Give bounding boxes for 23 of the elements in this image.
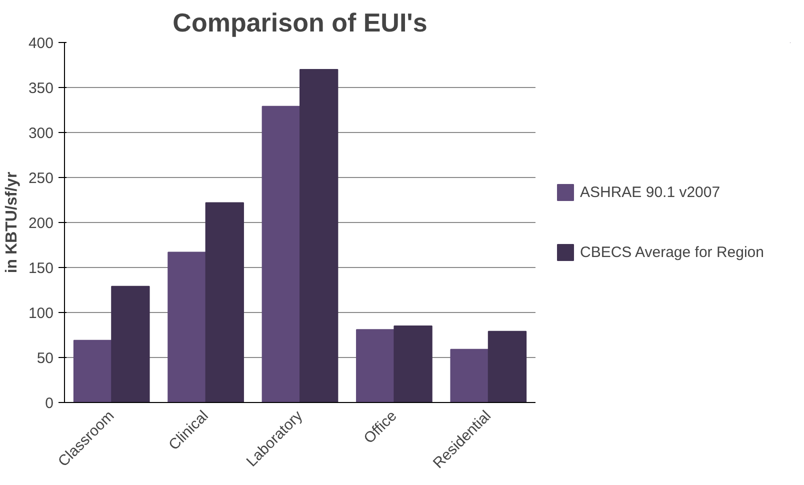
legend-label: CBECS Average for Region bbox=[580, 244, 764, 260]
y-tick-label: 300 bbox=[28, 125, 54, 142]
bar bbox=[488, 330, 527, 402]
bar bbox=[356, 329, 395, 402]
y-tick-label: 50 bbox=[36, 350, 54, 367]
y-tick-label: 0 bbox=[45, 395, 54, 412]
bar bbox=[73, 340, 112, 402]
y-tick-label: 150 bbox=[28, 260, 54, 277]
bar bbox=[450, 348, 489, 402]
y-tick-label: 200 bbox=[28, 215, 54, 232]
y-tick-label: 400 bbox=[28, 35, 54, 52]
y-tick-label: 350 bbox=[28, 80, 54, 97]
bar bbox=[300, 69, 338, 402]
bar bbox=[394, 326, 432, 402]
bar bbox=[111, 286, 150, 402]
bar bbox=[205, 202, 244, 402]
y-axis-title: in KBTU/sf/yr bbox=[3, 172, 20, 274]
y-tick-label: 250 bbox=[28, 170, 54, 187]
chart-title: Comparison of EUI's bbox=[172, 8, 428, 38]
y-tick-label: 100 bbox=[28, 305, 54, 322]
bar bbox=[262, 106, 300, 402]
bar bbox=[168, 252, 206, 402]
legend-label: ASHRAE 90.1 v2007 bbox=[580, 184, 720, 200]
